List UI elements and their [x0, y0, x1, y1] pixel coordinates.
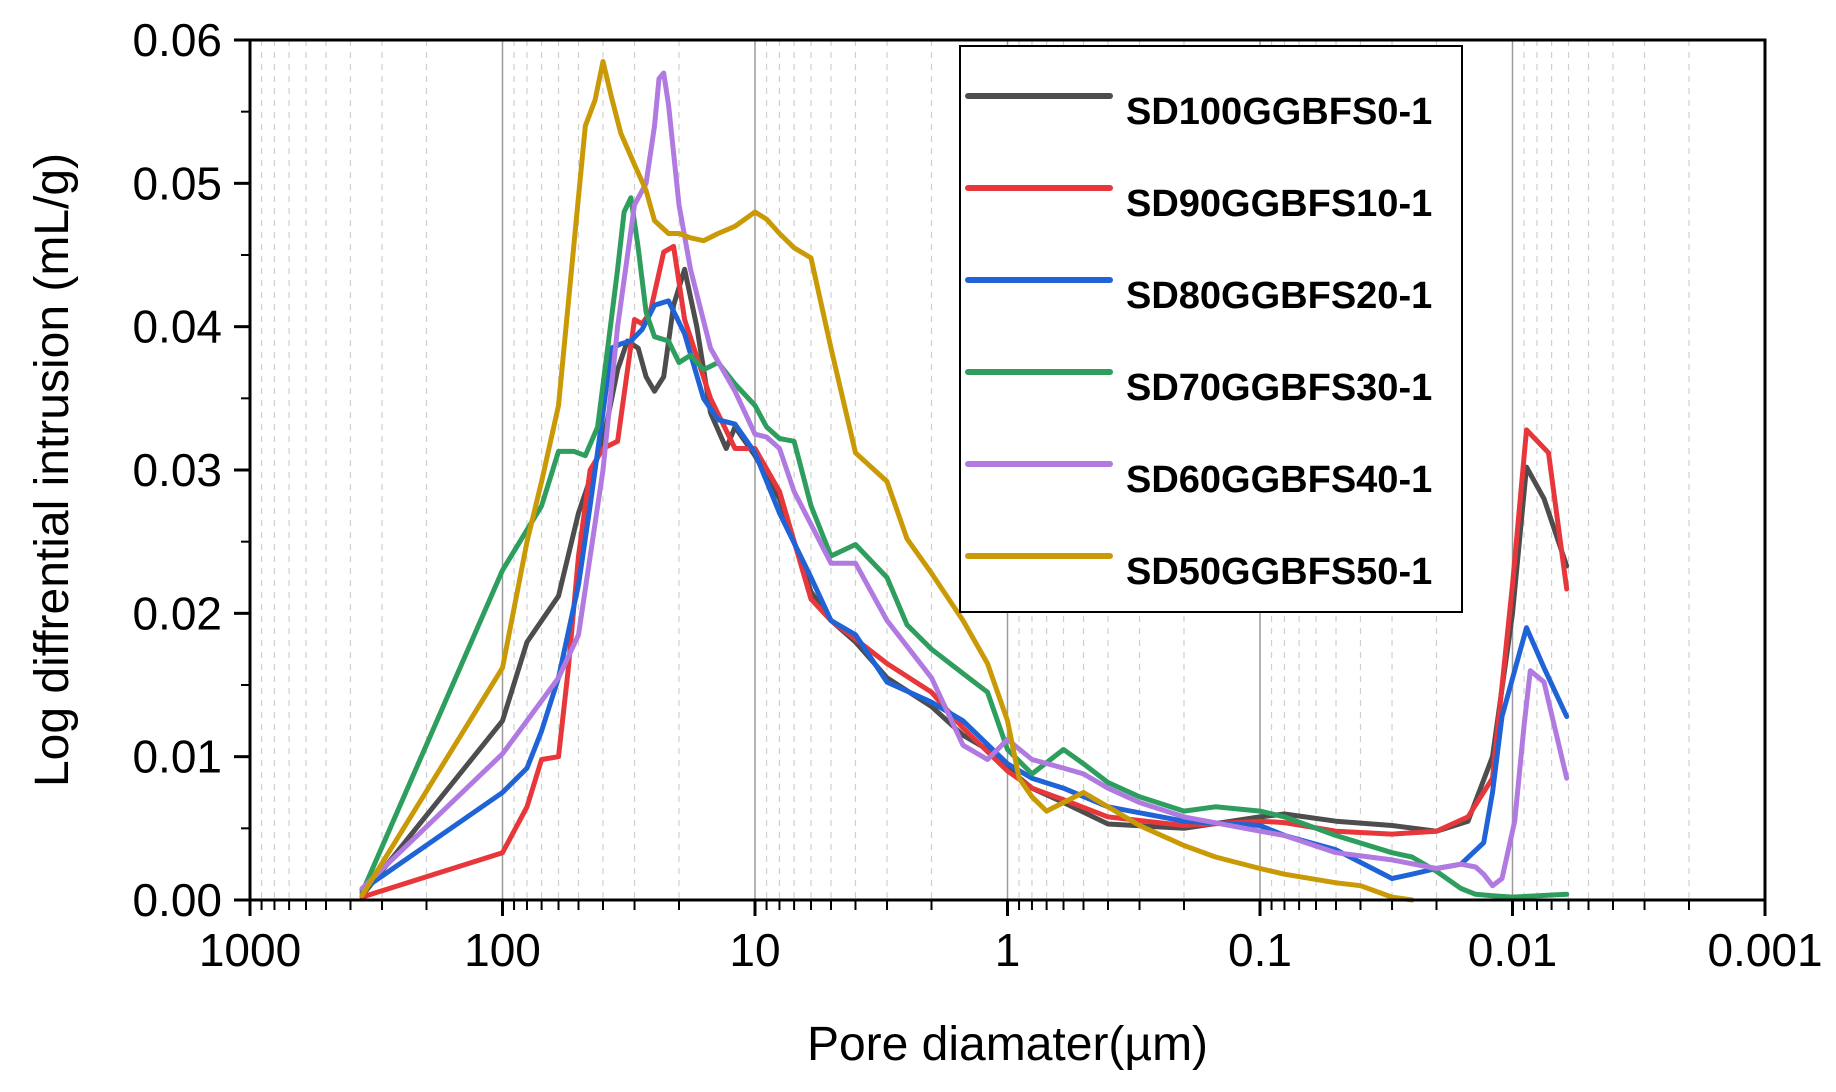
legend-label: SD80GGBFS20-1 — [1126, 275, 1432, 317]
legend-label: SD60GGBFS40-1 — [1126, 459, 1432, 501]
legend-label: SD50GGBFS50-1 — [1126, 551, 1432, 593]
x-tick-label: 1 — [995, 924, 1021, 976]
legend-label: SD70GGBFS30-1 — [1126, 367, 1432, 409]
y-tick-label: 0.02 — [132, 587, 222, 639]
legend-label: SD100GGBFS0-1 — [1126, 91, 1432, 133]
y-tick-label: 0.04 — [132, 301, 222, 353]
y-tick-label: 0.03 — [132, 444, 222, 496]
y-tick-label: 0.05 — [132, 157, 222, 209]
y-tick-label: 0.00 — [132, 874, 222, 926]
legend: SD100GGBFS0-1 SD90GGBFS10-1 SD80GGBFS20-1 S… — [959, 45, 1463, 613]
series-line-2 — [359, 243, 1570, 900]
x-tick-label: 10 — [729, 924, 780, 976]
x-tick-label: 0.01 — [1468, 924, 1558, 976]
axis-ticks — [234, 38, 1767, 916]
y-tick-label: 0.06 — [132, 14, 222, 66]
y-axis-tick-labels: 0.00 0.01 0.02 0.03 0.04 0.05 0.06 — [132, 14, 222, 926]
y-axis-title: Log diffrential intrusion (mL/g) — [26, 153, 79, 787]
x-tick-label: 1000 — [199, 924, 301, 976]
series-lines — [359, 59, 1570, 903]
legend-label: SD90GGBFS10-1 — [1126, 183, 1432, 225]
x-axis-tick-labels: 1000 100 10 1 0.1 0.01 0.001 — [199, 924, 1823, 976]
y-tick-label: 0.01 — [132, 731, 222, 783]
legend-box — [959, 45, 1463, 613]
x-tick-label: 0.001 — [1707, 924, 1822, 976]
series-line-6 — [359, 59, 1415, 903]
series-line-5 — [359, 70, 1570, 891]
series-line-4 — [359, 195, 1570, 900]
x-tick-label: 0.1 — [1228, 924, 1292, 976]
x-tick-label: 100 — [464, 924, 541, 976]
x-axis-title: Pore diamater(µm) — [807, 1018, 1208, 1071]
